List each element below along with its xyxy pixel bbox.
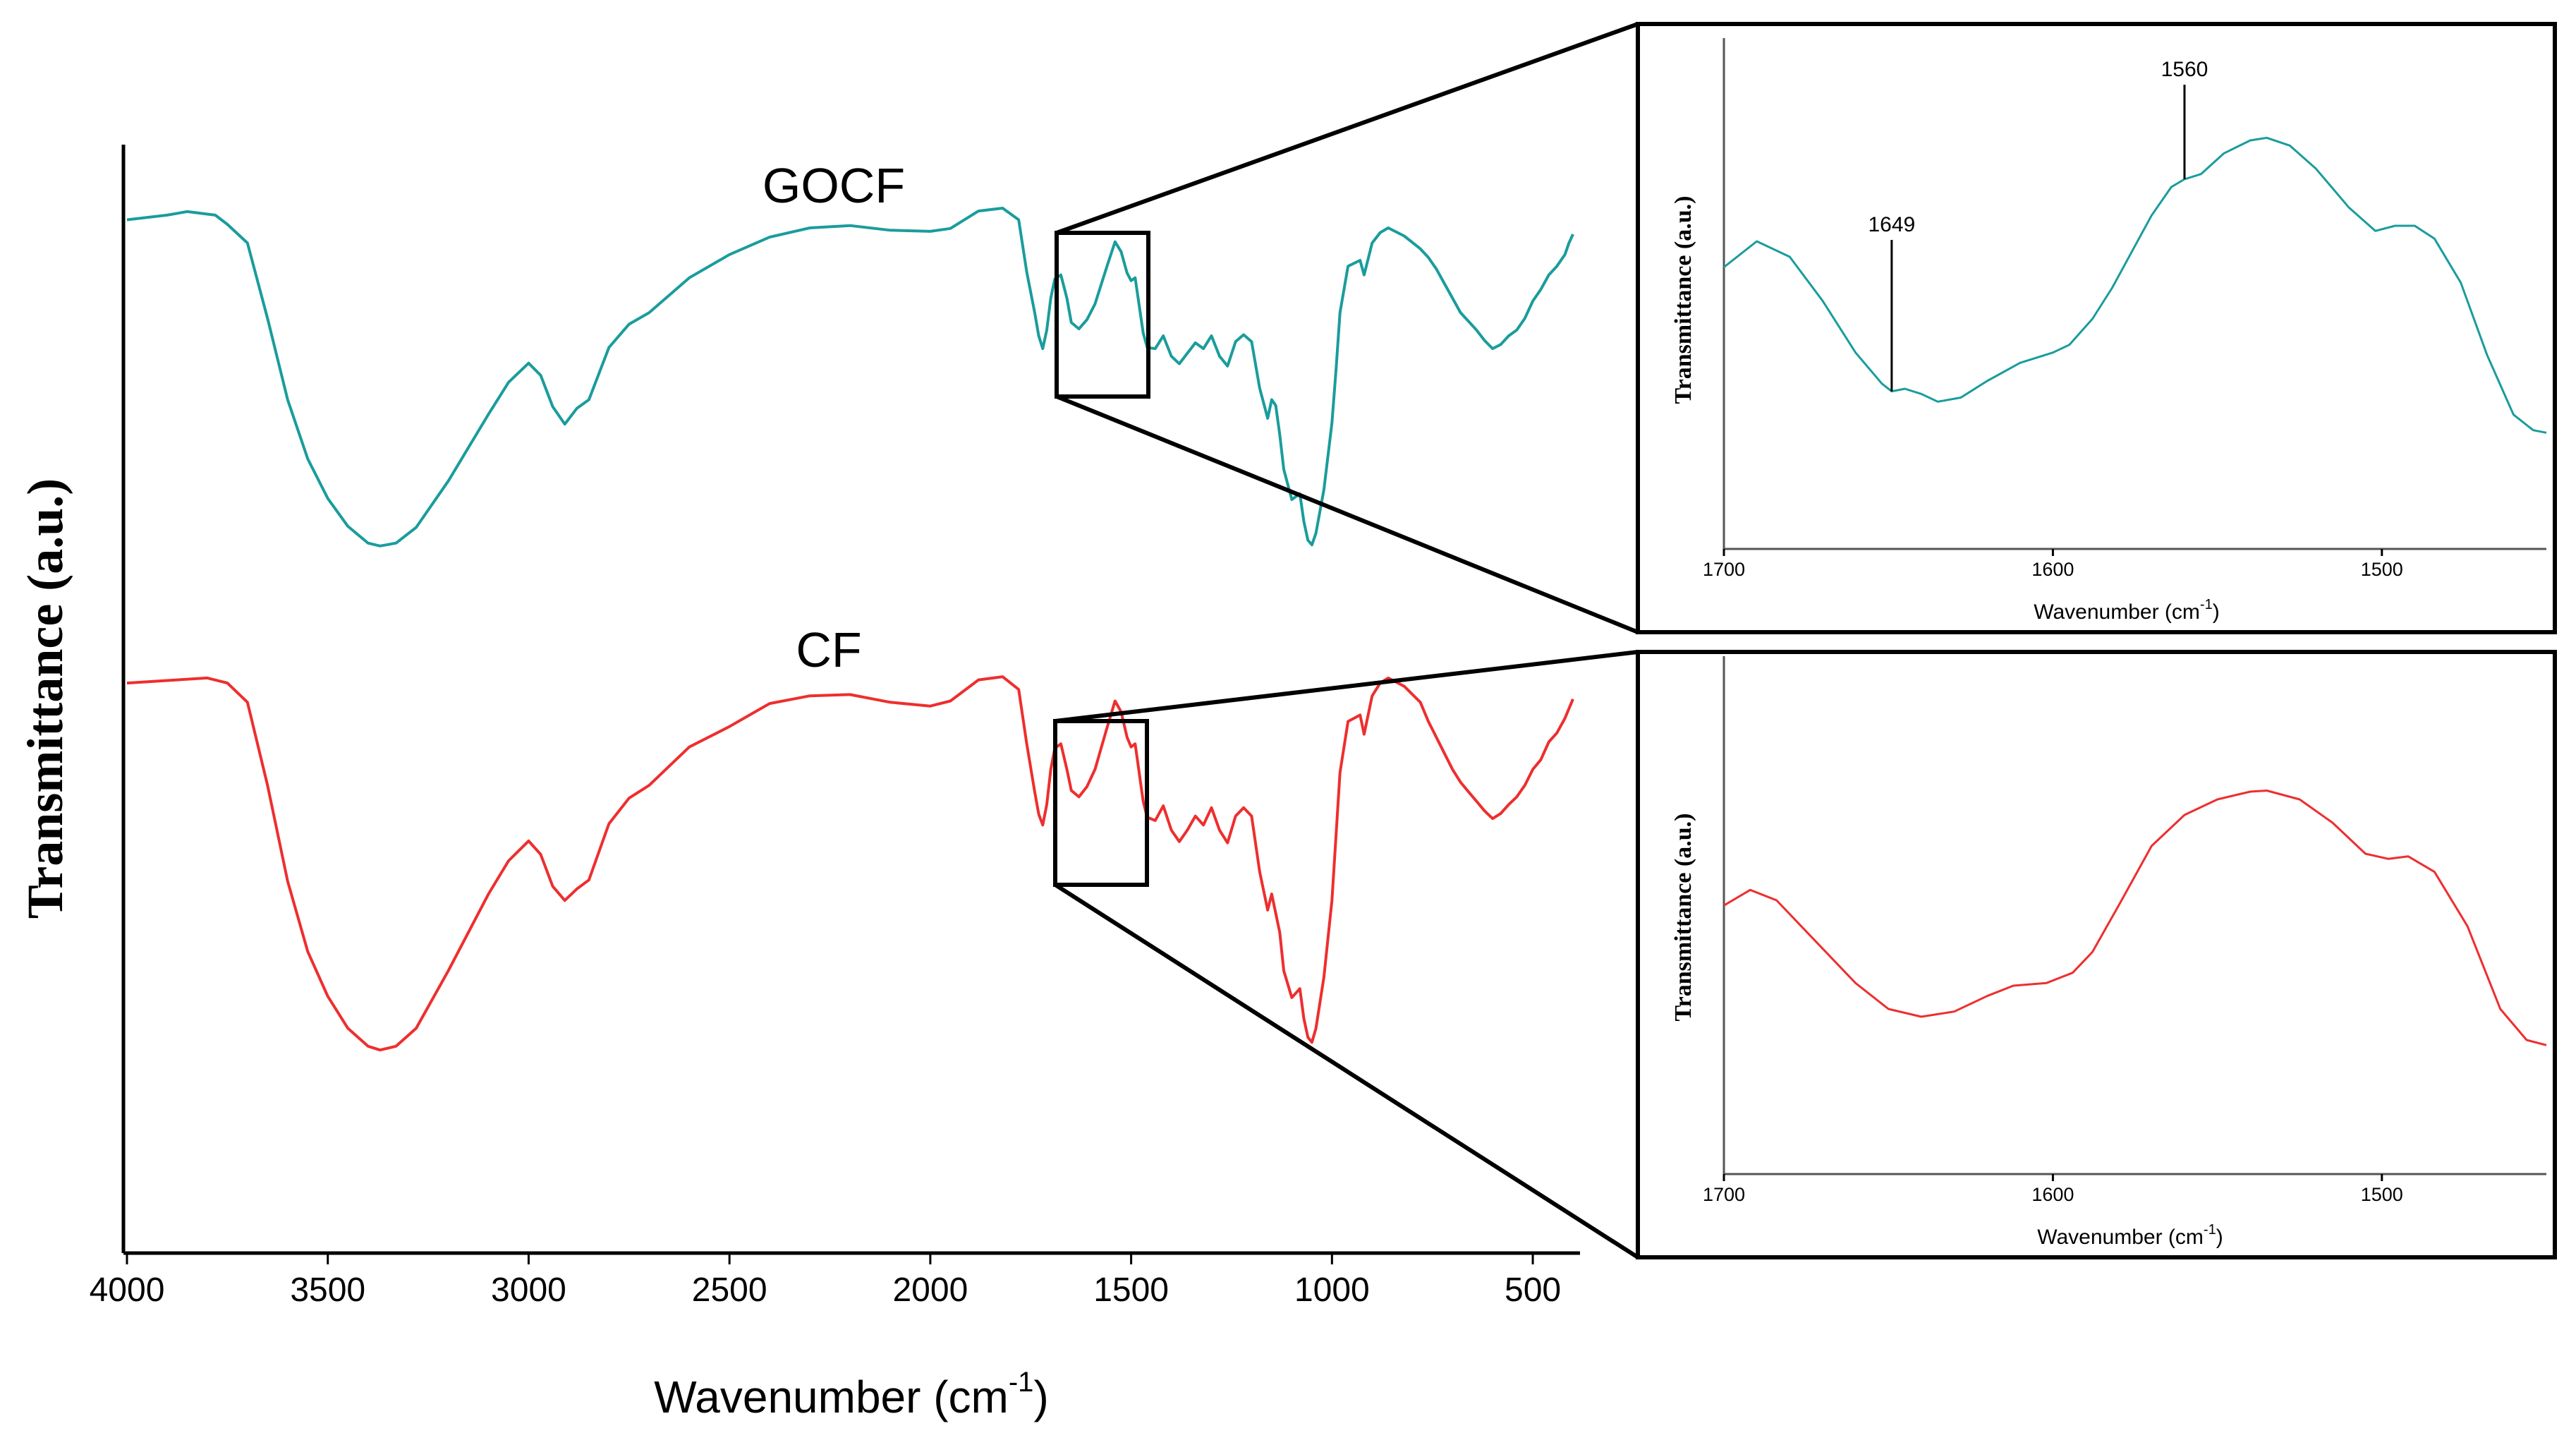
series-label-gocf: GOCF (763, 158, 905, 213)
main-x-axis-title-close: ) (1033, 1372, 1048, 1422)
x-tick-label: 1700 (1703, 1184, 1745, 1205)
inset-gocf-x-axis-title: Wavenumber (cm-1) (2034, 597, 2219, 624)
main-y-axis-title-text: Transmittance (a.u.) (17, 478, 73, 919)
x-tick-label: 1600 (2031, 559, 2074, 580)
inset-gocf-y-axis-title: Transmittance (a.u.) (1670, 196, 1696, 404)
zoom-line-cf-bottom (1054, 883, 1639, 1259)
annotation-label-1649: 1649 (1868, 213, 1915, 236)
annotation-label-1560: 1560 (2161, 58, 2209, 81)
x-tick-label: 1500 (2361, 1184, 2403, 1205)
zoom-line-gocf-bottom (1055, 394, 1639, 634)
inset-gocf-frame (1636, 22, 2557, 634)
x-tick-label: 1700 (1703, 559, 1745, 580)
x-tick-label: 2500 (692, 1271, 767, 1309)
main-y-axis-title: Transmittance (a.u.) (17, 478, 73, 919)
inset-cf-x-axis-title: Wavenumber (cm-1) (2037, 1222, 2223, 1249)
inset-cf-y-axis-title: Transmittance (a.u.) (1670, 814, 1696, 1022)
main-plot: 4000 3500 3000 2500 2000 1500 1000 500 Wavenumb… (17, 22, 1639, 1422)
x-tick-label: 2000 (892, 1271, 968, 1309)
zoom-line-gocf-top (1055, 22, 1639, 235)
x-tick-label: 1600 (2031, 1184, 2074, 1205)
x-tick-label: 1000 (1294, 1271, 1370, 1309)
main-x-axis-title-sup: -1 (1009, 1367, 1034, 1398)
x-tick-label: 4000 (90, 1271, 165, 1309)
zoom-line-cf-top (1055, 650, 1639, 723)
x-tick-label: 500 (1505, 1271, 1561, 1309)
x-tick-label: 3000 (491, 1271, 566, 1309)
main-x-axis-title: Wavenumber (cm-1) (654, 1367, 1049, 1422)
inset-cf: 1700 1600 1500 Wavenumber (cm-1) Transmitt… (1636, 650, 2557, 1259)
inset-cf-frame (1636, 650, 2557, 1259)
zoom-box-gocf (1055, 231, 1150, 399)
inset-gocf-annotations: 1649 1560 (1868, 58, 2208, 392)
x-tick-label: 1500 (2361, 559, 2403, 580)
inset-gocf-x-ticks: 1700 1600 1500 (1703, 549, 2403, 580)
x-tick-label: 1500 (1093, 1271, 1169, 1309)
zoom-box-cf (1053, 719, 1149, 887)
series-label-cf: CF (796, 622, 861, 677)
inset-cf-series-group (1723, 790, 2547, 1046)
series-line-cf (1723, 790, 2547, 1046)
series-line-cf (126, 675, 1574, 1052)
inset-cf-x-ticks: 1700 1600 1500 (1703, 1174, 2403, 1205)
main-x-axis-title-text: Wavenumber (cm (654, 1372, 1009, 1422)
series-line-gocf (126, 207, 1574, 548)
main-x-ticks: 4000 3500 3000 2500 2000 1500 1000 500 (90, 1253, 1561, 1309)
x-tick-label: 3500 (290, 1271, 365, 1309)
series-line-gocf (1723, 136, 2547, 434)
inset-gocf-series-group (1723, 136, 2547, 434)
